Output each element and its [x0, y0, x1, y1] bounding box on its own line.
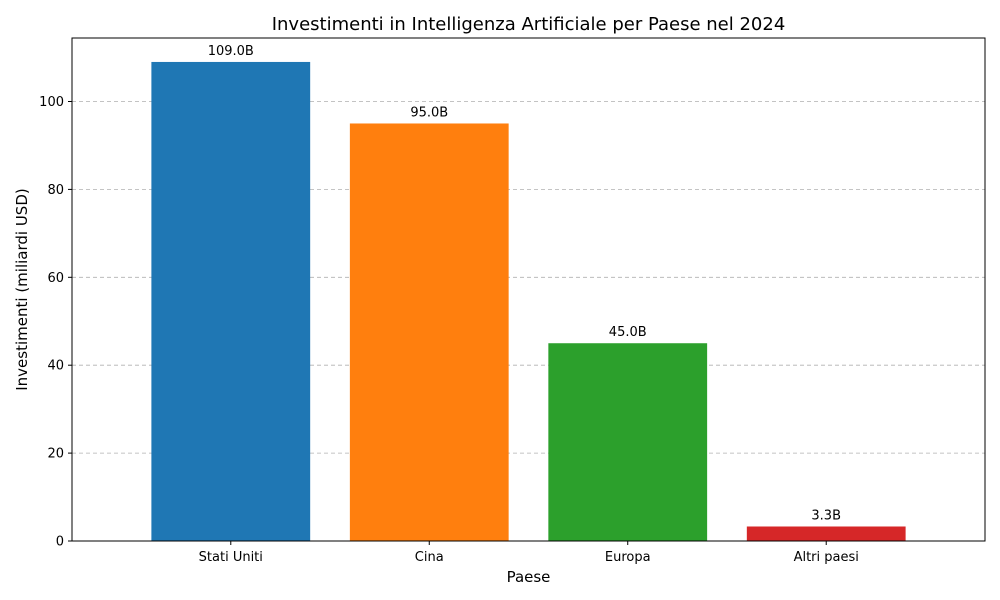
x-tick-label: Cina [415, 550, 444, 565]
x-axis-ticks: Stati Uniti Cina Europa Altri paesi [199, 541, 859, 565]
y-tick-label: 20 [47, 447, 64, 462]
y-axis-label: Investimenti (miliardi USD) [13, 188, 31, 391]
y-tick-label: 100 [39, 95, 64, 110]
bar-altri-paesi [746, 526, 906, 541]
y-axis-ticks: 0 20 40 60 80 100 [39, 95, 72, 550]
bars [151, 61, 906, 541]
data-label: 95.0B [410, 105, 448, 120]
plot-frame [71, 37, 986, 542]
y-tick-label: 60 [47, 271, 64, 286]
bar-europa [548, 343, 708, 541]
y-tick-label: 0 [56, 535, 64, 550]
data-labels: 109.0B 95.0B 45.0B 3.3B [208, 44, 841, 524]
grid-lines [72, 101, 985, 454]
x-tick-label: Europa [605, 550, 651, 565]
x-tick-label: Stati Uniti [199, 550, 263, 565]
bar-cina [349, 123, 509, 541]
chart-title: Investimenti in Intelligenza Artificiale… [272, 14, 786, 35]
bar-stati-uniti [151, 61, 311, 541]
data-label: 45.0B [609, 325, 647, 340]
data-label: 109.0B [208, 44, 254, 59]
y-tick-label: 80 [47, 183, 64, 198]
data-label: 3.3B [811, 508, 841, 523]
y-tick-label: 40 [47, 359, 64, 374]
x-tick-label: Altri paesi [794, 550, 859, 565]
x-axis-label: Paese [507, 568, 551, 586]
